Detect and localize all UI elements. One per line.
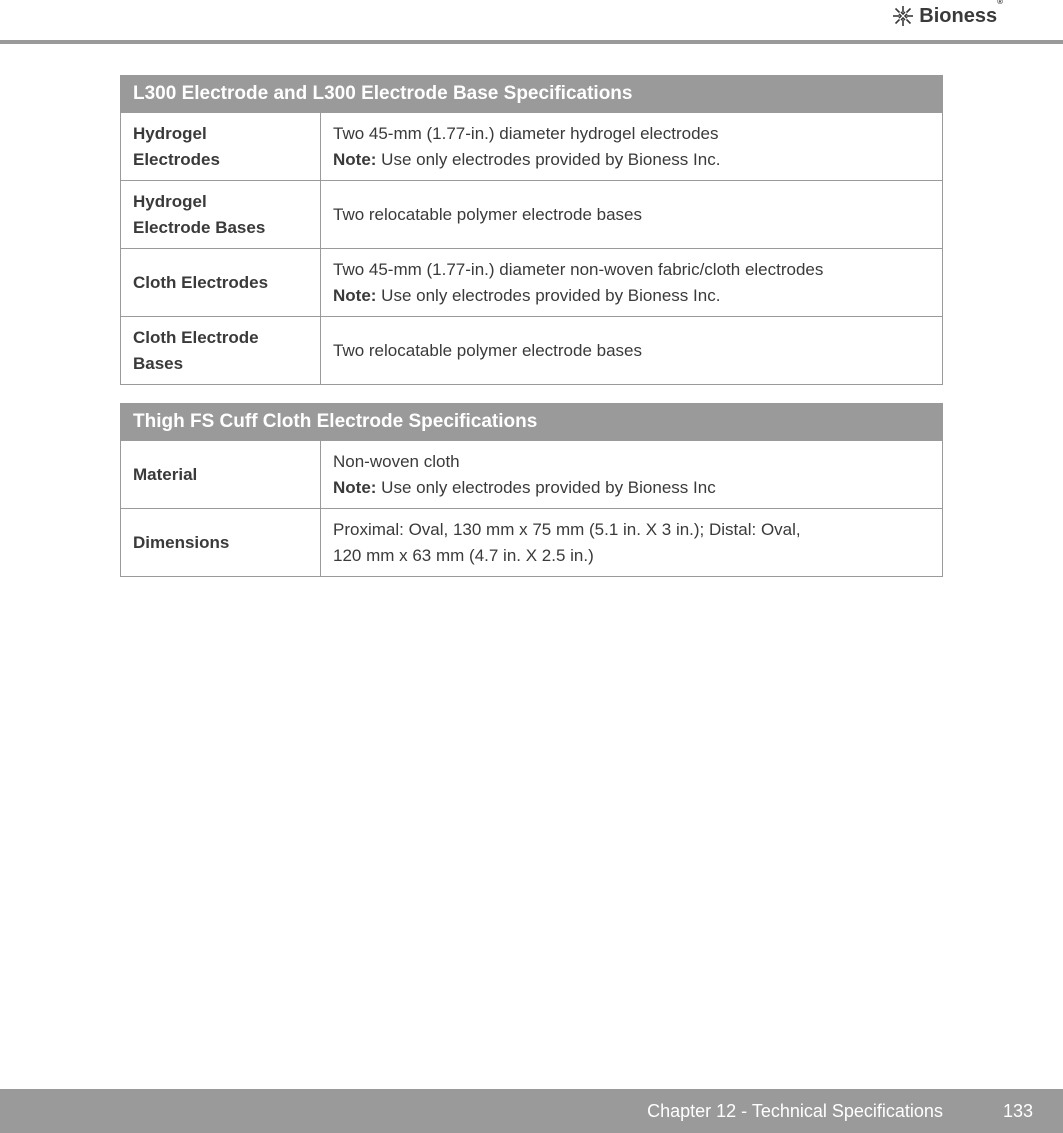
row-value: Two 45-mm (1.77-in.) diameter hydrogel e… [321, 113, 943, 181]
table-row: Hydrogel Electrode Bases Two relocatable… [121, 181, 943, 249]
table-row: Cloth Electrode Bases Two relocatable po… [121, 317, 943, 385]
table-l300-electrode-specs: L300 Electrode and L300 Electrode Base S… [120, 75, 943, 385]
page-content: L300 Electrode and L300 Electrode Base S… [120, 75, 943, 595]
table-title: Thigh FS Cuff Cloth Electrode Specificat… [121, 404, 943, 441]
registered-mark: ® [997, 0, 1003, 6]
footer-page-number: 133 [1003, 1101, 1033, 1122]
row-label: Cloth Electrodes [121, 249, 321, 317]
footer-chapter: Chapter 12 - Technical Specifications [647, 1101, 943, 1122]
row-value: Two relocatable polymer electrode bases [321, 317, 943, 385]
table-thigh-fs-cuff-specs: Thigh FS Cuff Cloth Electrode Specificat… [120, 403, 943, 577]
header-rule [0, 40, 1063, 44]
table-row: Cloth Electrodes Two 45-mm (1.77-in.) di… [121, 249, 943, 317]
row-label: Dimensions [121, 509, 321, 577]
table-row: Material Non-woven cloth Note: Use only … [121, 441, 943, 509]
row-value: Proximal: Oval, 130 mm x 75 mm (5.1 in. … [321, 509, 943, 577]
row-label: Cloth Electrode Bases [121, 317, 321, 385]
row-value: Non-woven cloth Note: Use only electrode… [321, 441, 943, 509]
table-row: Hydrogel Electrodes Two 45-mm (1.77-in.)… [121, 113, 943, 181]
row-label: Material [121, 441, 321, 509]
table-row: Dimensions Proximal: Oval, 130 mm x 75 m… [121, 509, 943, 577]
table-title: L300 Electrode and L300 Electrode Base S… [121, 76, 943, 113]
brand-name: Bioness® [919, 5, 1003, 28]
row-value: Two relocatable polymer electrode bases [321, 181, 943, 249]
row-label: Hydrogel Electrode Bases [121, 181, 321, 249]
page-footer: Chapter 12 - Technical Specifications 13… [0, 1089, 1063, 1133]
brand-icon [891, 4, 915, 28]
page-header: Bioness® [0, 0, 1063, 40]
row-label: Hydrogel Electrodes [121, 113, 321, 181]
row-value: Two 45-mm (1.77-in.) diameter non-woven … [321, 249, 943, 317]
brand-logo: Bioness® [891, 4, 1003, 28]
